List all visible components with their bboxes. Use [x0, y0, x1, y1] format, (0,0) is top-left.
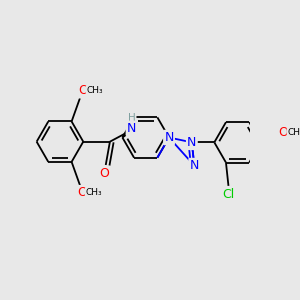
Text: O: O — [78, 84, 88, 97]
Text: Cl: Cl — [222, 188, 235, 201]
Text: O: O — [77, 186, 87, 199]
Text: O: O — [278, 126, 288, 139]
Text: N: N — [164, 131, 174, 144]
Text: CH₃: CH₃ — [86, 188, 102, 197]
Text: N: N — [190, 159, 199, 172]
Text: O: O — [99, 167, 109, 180]
Text: N: N — [127, 122, 136, 135]
Text: CH₃: CH₃ — [288, 128, 300, 137]
Text: H: H — [128, 113, 135, 123]
Text: N: N — [187, 136, 196, 149]
Text: CH₃: CH₃ — [87, 86, 103, 95]
